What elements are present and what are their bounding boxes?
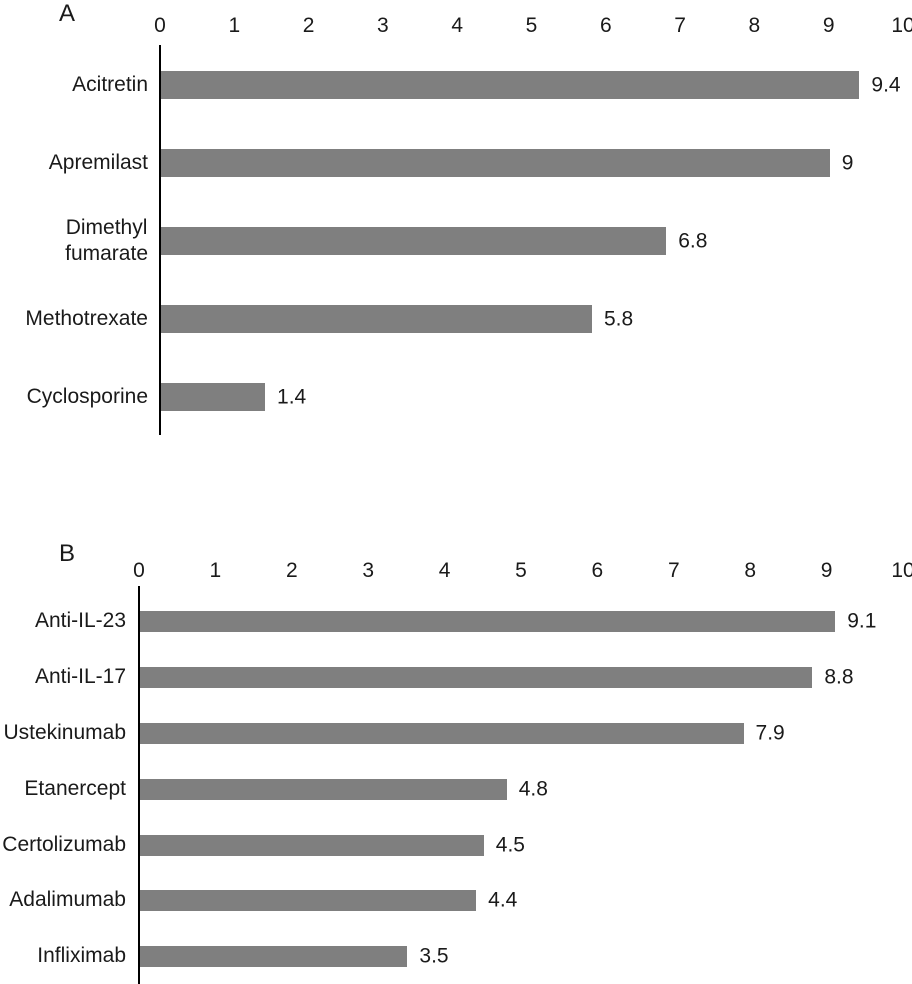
- x-axis-tick: 4: [451, 14, 464, 37]
- x-axis-tick: 9: [820, 559, 833, 582]
- bar: [140, 945, 408, 967]
- category-label: Certolizumab: [2, 832, 126, 856]
- bar: [161, 383, 266, 411]
- x-axis-tick: 2: [285, 559, 298, 582]
- value-label: 4.5: [495, 833, 525, 857]
- bar: [161, 149, 830, 177]
- bar: [140, 666, 813, 688]
- x-axis-tick: 8: [748, 14, 761, 37]
- category-label: Etanercept: [24, 776, 126, 800]
- y-axis-line: [159, 45, 161, 435]
- category-label: Ustekinumab: [3, 720, 126, 744]
- value-label: 6.8: [678, 229, 708, 253]
- bar: [161, 71, 860, 99]
- value-label: 7.9: [755, 721, 785, 745]
- x-axis-tick: 10: [891, 14, 912, 37]
- x-axis-tick: 4: [438, 559, 451, 582]
- x-axis-tick: 7: [674, 14, 686, 37]
- x-axis-tick: 8: [744, 559, 757, 582]
- category-label: Infliximab: [37, 943, 126, 967]
- x-axis-tick: 0: [154, 14, 166, 37]
- value-label: 4.4: [488, 888, 518, 912]
- bar: [140, 610, 836, 632]
- x-axis-tick: 1: [209, 559, 222, 582]
- category-label: Methotrexate: [25, 306, 148, 330]
- bar: [140, 834, 484, 856]
- bar: [140, 889, 477, 911]
- x-axis-tick: 6: [591, 559, 604, 582]
- y-axis-line: [138, 586, 140, 984]
- bar: [161, 227, 667, 255]
- x-axis-tick: 5: [515, 559, 527, 582]
- x-axis-tick: 1: [228, 14, 241, 37]
- value-label: 4.8: [518, 777, 548, 801]
- panel-label-a: A: [59, 0, 76, 27]
- x-axis-tick: 2: [302, 14, 315, 37]
- x-axis-tick: 3: [362, 559, 375, 582]
- value-label: 9.1: [847, 609, 877, 633]
- bar: [140, 722, 744, 744]
- value-label: 9.4: [871, 73, 901, 97]
- category-label: Acitretin: [72, 72, 148, 96]
- x-axis-tick: 7: [667, 559, 680, 582]
- value-label: 8.8: [824, 665, 854, 689]
- value-label: 3.5: [419, 944, 449, 968]
- bar: [140, 778, 507, 800]
- category-label: Cyclosporine: [26, 384, 148, 408]
- panel-label-b: B: [59, 540, 76, 567]
- category-label: Anti-IL-17: [34, 664, 126, 688]
- x-axis-tick: 9: [822, 14, 835, 37]
- x-axis-tick: 6: [599, 14, 612, 37]
- value-label: 9: [841, 151, 854, 175]
- category-label: Anti-IL-23: [34, 608, 126, 632]
- category-label: Apremilast: [48, 150, 148, 174]
- value-label: 1.4: [277, 385, 307, 409]
- x-axis-tick: 5: [525, 14, 538, 37]
- x-axis-tick: 0: [133, 559, 145, 582]
- x-axis-tick: 10: [891, 559, 912, 582]
- value-label: 5.8: [603, 307, 634, 331]
- x-axis-tick: 3: [377, 14, 389, 37]
- bar: [161, 305, 592, 333]
- category-label: Dimethyl fumarate: [65, 215, 148, 265]
- category-label: Adalimumab: [9, 887, 126, 911]
